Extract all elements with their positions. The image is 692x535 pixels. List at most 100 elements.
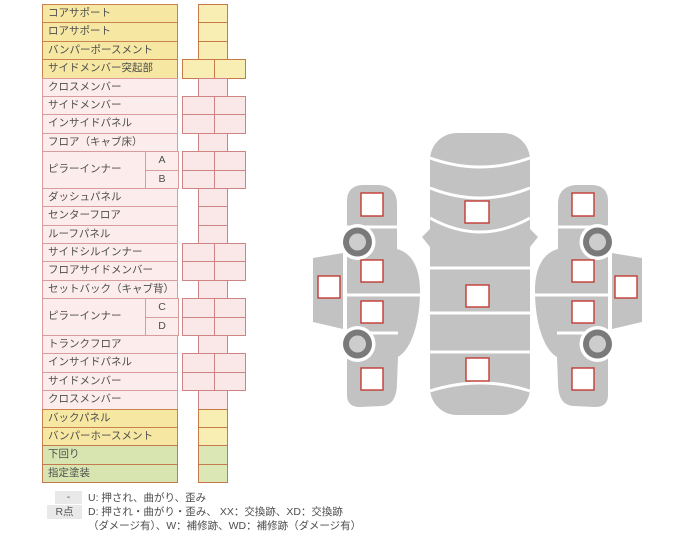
part-label: サイドシルインナー (42, 243, 178, 263)
damage-input-cell-left[interactable] (182, 353, 215, 373)
damage-input-cell-left[interactable] (182, 316, 215, 337)
checkbox-right-rear-fender[interactable] (571, 367, 595, 391)
damage-input-cell[interactable] (198, 40, 228, 61)
car-side-view-left (313, 185, 421, 407)
damage-input-cell[interactable] (198, 206, 228, 226)
table-row: ロアサポート (42, 22, 252, 42)
damage-input-cell[interactable] (198, 390, 228, 410)
table-row: ルーフパネル (42, 224, 252, 245)
pillar-sub-label-d: D (145, 316, 179, 337)
legend-symbol-r-point: R点 (47, 505, 82, 519)
part-label-text: バンパーポースメント (48, 43, 153, 56)
part-label-text: 指定塗装 (48, 466, 90, 479)
damage-input-cell[interactable] (198, 224, 228, 245)
damage-input-cell-left[interactable] (182, 59, 215, 79)
damage-input-cell[interactable] (198, 132, 228, 153)
damage-input-cell[interactable] (198, 335, 228, 355)
car-damage-diagram (313, 133, 642, 415)
part-label: ルーフパネル (42, 224, 178, 245)
rear-wheel-hub (589, 335, 606, 353)
damage-input-cell[interactable] (198, 279, 228, 300)
right-mirror (530, 229, 538, 247)
part-label-text: クロスメンバー (48, 80, 122, 93)
legend-text-d-codes: D: 押され・曲がり・歪み、 XX：交換跡、XD：交換跡 (88, 506, 343, 518)
checkbox-right-front-door[interactable] (571, 259, 595, 283)
damage-input-cell-left[interactable] (182, 371, 215, 392)
damage-input-cell-right[interactable] (214, 316, 246, 337)
damage-input-cell[interactable] (198, 22, 228, 42)
damage-input-cell-left[interactable] (182, 243, 215, 263)
checkbox-right-front-fender[interactable] (571, 192, 595, 217)
damage-input-cell[interactable] (198, 77, 228, 97)
damage-input-cell-right[interactable] (214, 114, 246, 134)
table-row: インサイドパネル (42, 114, 252, 134)
car-top-view (422, 133, 538, 415)
part-label-text: サイドシルインナー (48, 246, 143, 259)
damage-input-cell-left[interactable] (182, 95, 215, 116)
checkbox-right-rear-door[interactable] (571, 300, 595, 324)
checkbox-left-front-door[interactable] (360, 259, 384, 283)
checkbox-left-rear-door[interactable] (360, 300, 384, 324)
damage-input-cell-left[interactable] (182, 298, 215, 318)
damage-input-cell[interactable] (198, 463, 228, 484)
part-label: ピラーインナー (42, 298, 146, 337)
table-row: トランクフロア (42, 335, 252, 355)
checkbox-top-roof[interactable] (465, 284, 490, 308)
part-label: コアサポート (42, 4, 178, 24)
checkbox-left-rear-fender[interactable] (360, 367, 384, 391)
table-row: インサイドパネル (42, 353, 252, 373)
damage-input-cell-right[interactable] (214, 353, 246, 373)
table-row: サイドメンバー (42, 371, 252, 392)
checkbox-top-trunk[interactable] (465, 357, 490, 382)
part-label-text: 下回り (48, 448, 80, 461)
table-row: バンパーポースメント (42, 40, 252, 61)
part-label-text: ロアサポート (48, 25, 111, 38)
checkbox-left-front-fender[interactable] (360, 192, 384, 217)
part-label-text: クロスメンバー (48, 393, 122, 406)
damage-input-cell[interactable] (198, 4, 228, 24)
part-label-text: トランクフロア (48, 338, 122, 351)
part-label: ピラーインナー (42, 151, 146, 189)
pillar-sub-label-a: A (145, 151, 179, 171)
damage-input-cell-left[interactable] (182, 114, 215, 134)
table-row: セットバック（キャブ背） (42, 279, 252, 300)
damage-input-cell-right[interactable] (214, 261, 246, 281)
damage-input-cell-right[interactable] (214, 169, 246, 189)
table-row: フロア（キャブ床） (42, 132, 252, 153)
part-label: フロアサイドメンバー (42, 261, 178, 281)
table-row-group-pillar-inner-cd: ピラーインナー C D (42, 298, 252, 337)
checkbox-right-roof-side[interactable] (614, 275, 638, 299)
damage-input-cell[interactable] (198, 445, 228, 465)
damage-input-cell-left[interactable] (182, 169, 215, 189)
left-mirror (422, 229, 430, 247)
damage-input-cell[interactable] (198, 427, 228, 447)
damage-input-cell-left[interactable] (182, 261, 215, 281)
panel-seam-lines (429, 156, 531, 393)
part-label: トランクフロア (42, 335, 178, 355)
damage-input-cell-left[interactable] (182, 151, 215, 171)
damage-input-cell-right[interactable] (214, 95, 246, 116)
damage-input-cell-right[interactable] (214, 59, 246, 79)
part-label-text: サイドメンバー (48, 374, 122, 387)
checkbox-left-roof-side[interactable] (317, 275, 341, 299)
pillar-sub-label-c: C (145, 298, 179, 318)
part-label: サイドメンバー突起部 (42, 59, 178, 79)
table-row: バックパネル (42, 408, 252, 429)
part-label-text: フロアサイドメンバー (48, 264, 153, 277)
checkbox-top-hood[interactable] (464, 200, 490, 224)
part-label: バンパーホースメント (42, 427, 178, 447)
damage-input-cell[interactable] (198, 187, 228, 208)
damage-input-cell-right[interactable] (214, 151, 246, 171)
part-label: ロアサポート (42, 22, 178, 42)
damage-input-cell-right[interactable] (214, 298, 246, 318)
part-label-text: サイドメンバー (48, 98, 122, 111)
pillar-sub-label-b: B (145, 169, 179, 189)
part-label: センターフロア (42, 206, 178, 226)
part-label: バックパネル (42, 408, 178, 429)
car-side-view-right (534, 185, 642, 407)
part-label: サイドメンバー (42, 95, 178, 116)
damage-input-cell[interactable] (198, 408, 228, 429)
table-row: バンパーホースメント (42, 427, 252, 447)
damage-input-cell-right[interactable] (214, 243, 246, 263)
damage-input-cell-right[interactable] (214, 371, 246, 392)
